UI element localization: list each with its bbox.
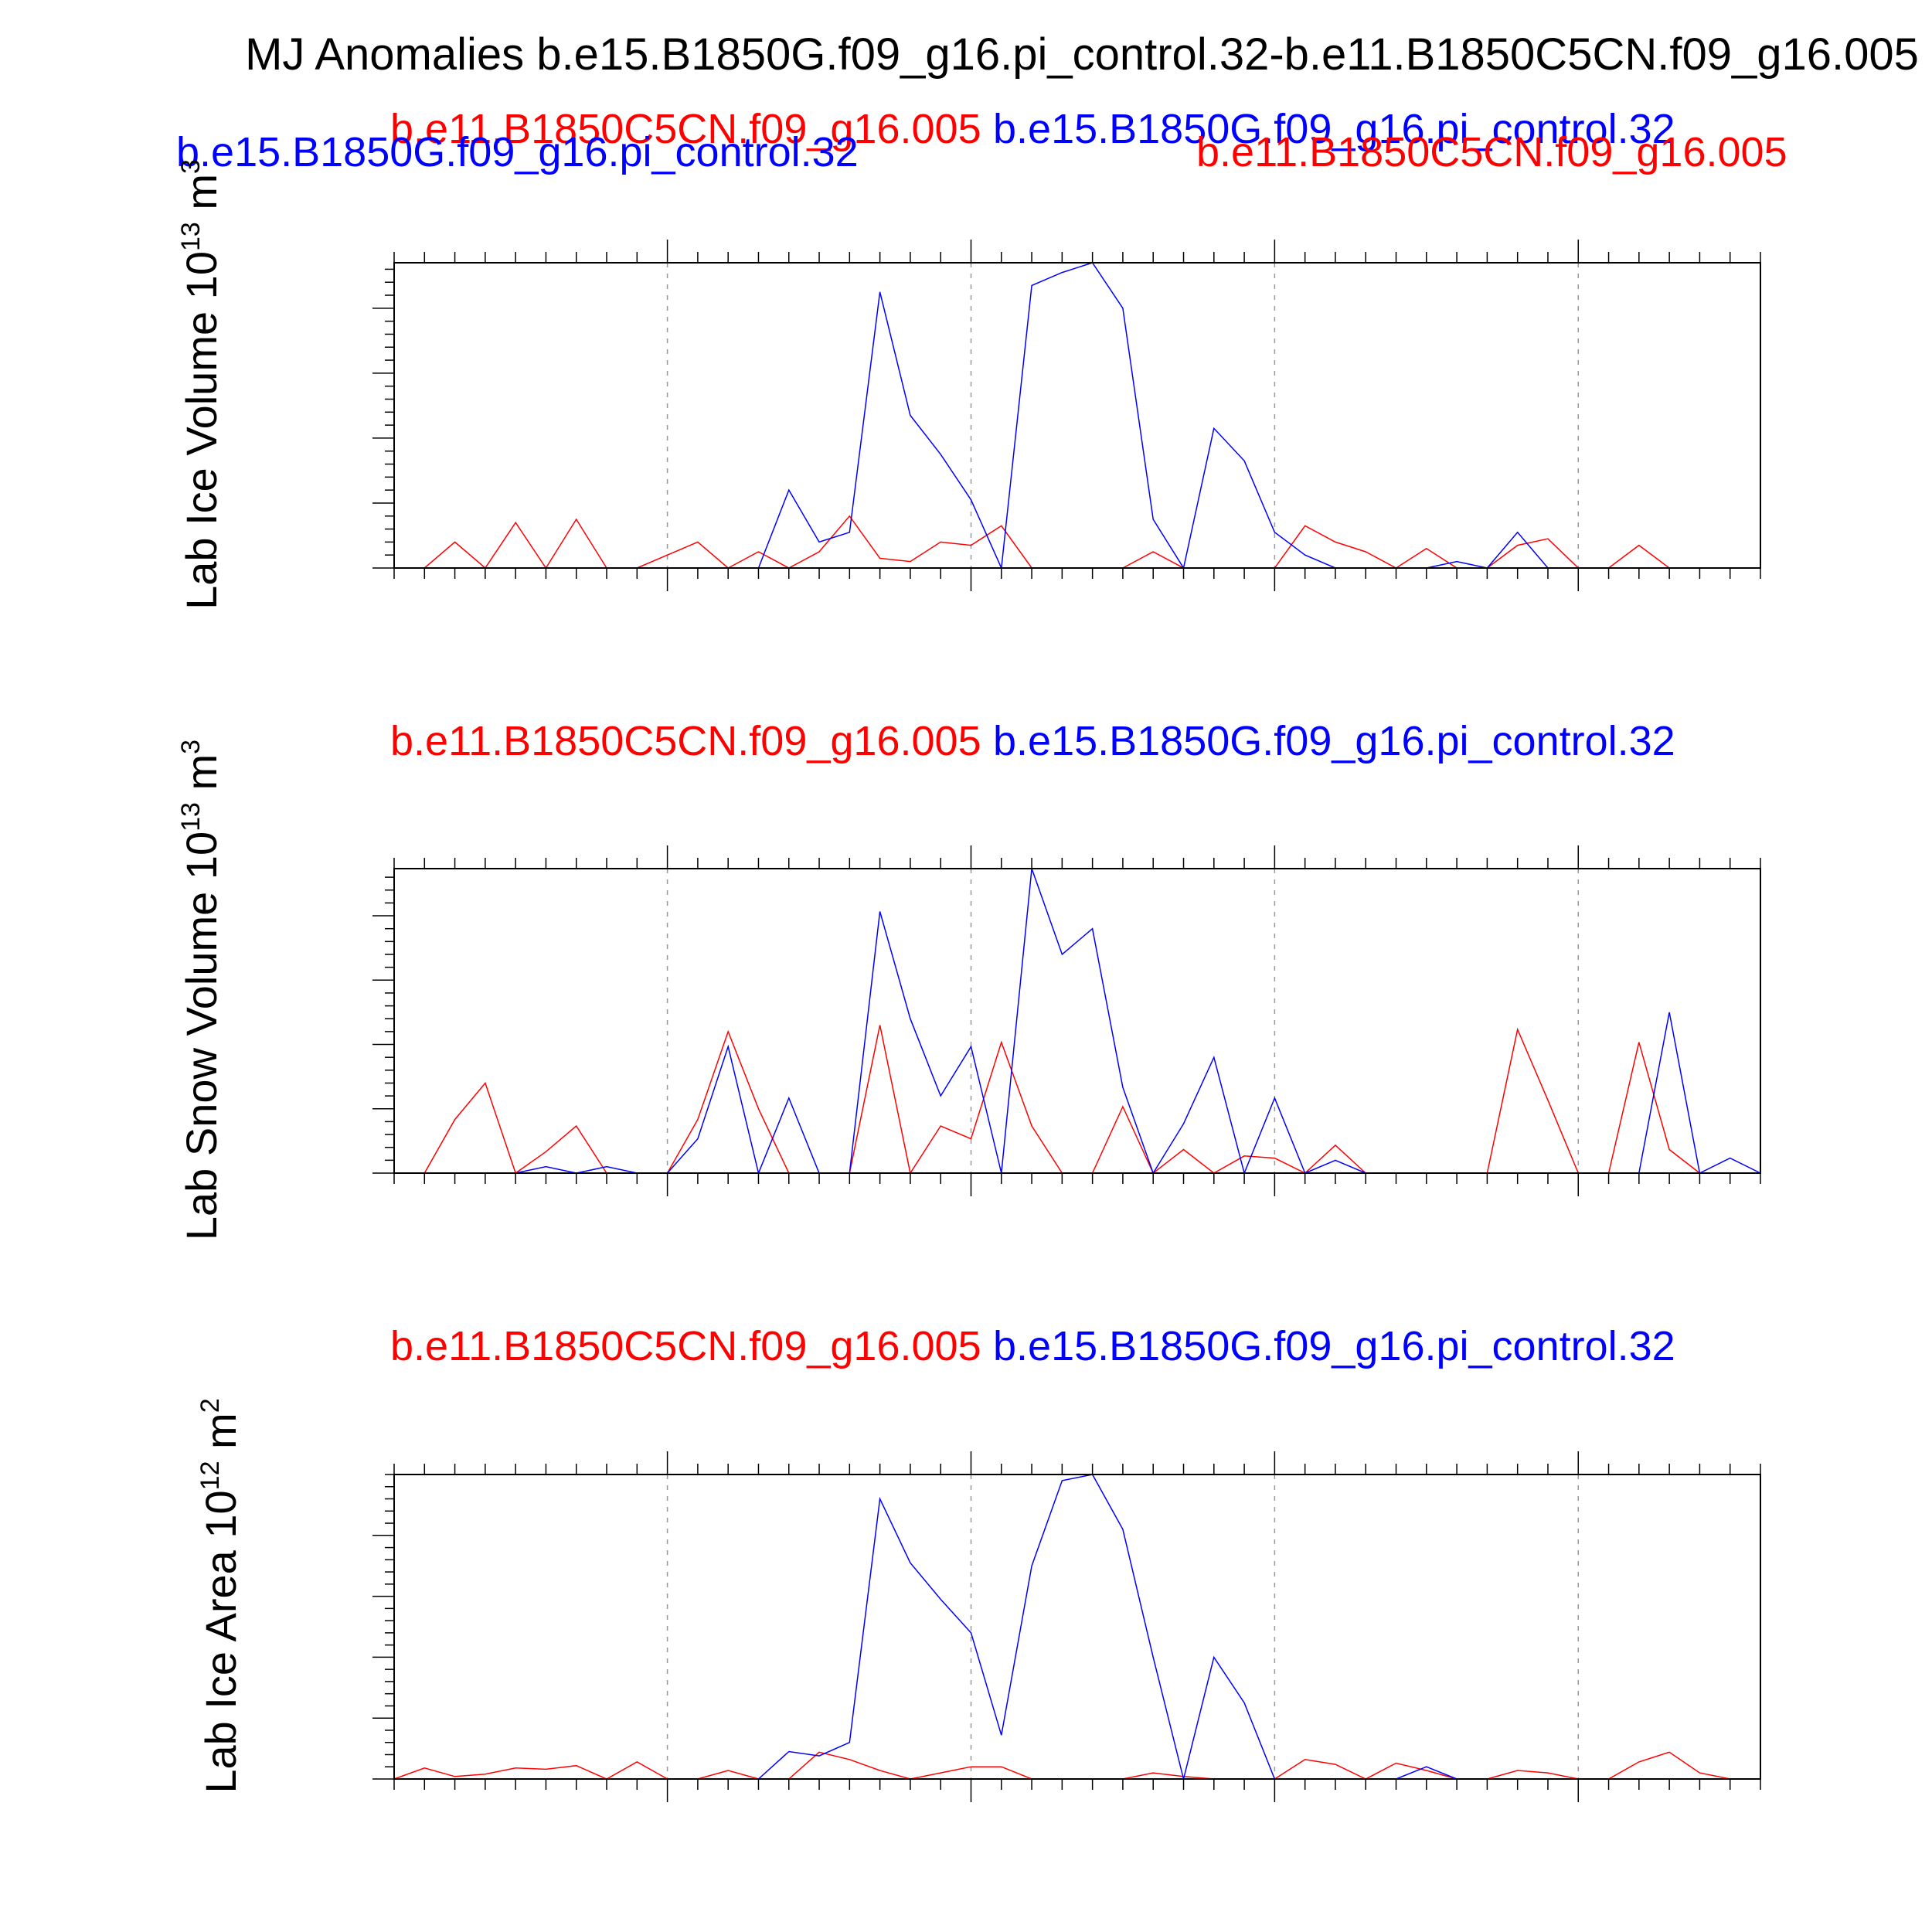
y-axis-label-exponent: 12	[196, 1461, 225, 1491]
y-axis-label-exponent: 13	[176, 802, 206, 832]
y-axis-label: Lab Ice Area 1012 m2	[196, 1398, 245, 1793]
series-line-b-e15	[394, 1474, 1760, 1780]
y-axis-label: Lab Snow Volume 1013 m3	[176, 740, 226, 1240]
y-axis-label-text: Lab Snow Volume 10	[177, 832, 226, 1240]
series-line-b-e11	[393, 1751, 1760, 1780]
top-blue-case-label: b.e15.B1850G.f09_g16.pi_control.32	[993, 718, 1675, 764]
top-red-case-label: b.e11.B1850C5CN.f09_g16.005	[390, 1323, 981, 1369]
y-axis-label-exponent: 13	[176, 222, 206, 251]
y-axis-label-unit-exponent: 3	[176, 159, 206, 174]
snow-volume-panel: b.e11.B1850C5CN.f09_g16.005 b.e15.B1850G…	[176, 718, 1761, 1240]
right-red-case-label: b.e11.B1850C5CN.f09_g16.005	[1196, 129, 1787, 175]
plot-frame	[393, 868, 1761, 1174]
y-axis-label-unit: m	[196, 1413, 245, 1461]
y-axis-label: Lab Ice Volume 1013 m3	[176, 159, 226, 610]
series-line-b-e11	[394, 1025, 1760, 1175]
y-axis-label-unit: m	[177, 754, 226, 802]
y-axis-label-unit-exponent: 2	[196, 1398, 225, 1413]
y-axis-label-text: Lab Ice Volume 10	[177, 251, 226, 610]
series-line-b-e15	[394, 262, 1760, 570]
plot-frame	[393, 262, 1761, 569]
series-line-b-e11	[394, 515, 1760, 570]
figure-title: MJ Anomalies b.e15.B1850G.f09_g16.pi_con…	[245, 29, 1919, 80]
y-axis-label-unit: m	[177, 174, 226, 222]
top-blue-case-label: b.e15.B1850G.f09_g16.pi_control.32	[993, 1323, 1675, 1369]
y-axis-label-unit-exponent: 3	[176, 740, 206, 754]
top-blue-case-label: b.e15.B1850G.f09_g16.pi_control.32	[993, 106, 1675, 152]
series-line-b-e15	[394, 868, 1761, 1175]
y-axis-label-text: Lab Ice Area 10	[196, 1490, 245, 1793]
top-red-case-label: b.e11.B1850C5CN.f09_g16.005	[390, 106, 981, 152]
ice-area-panel: b.e11.B1850C5CN.f09_g16.005 b.e15.B1850G…	[196, 1323, 1761, 1802]
ice-volume-panel: b.e11.B1850C5CN.f09_g16.005 b.e15.B1850G…	[176, 106, 1787, 610]
plot-frame	[393, 1474, 1761, 1780]
top-red-case-label: b.e11.B1850C5CN.f09_g16.005	[390, 718, 981, 764]
left-blue-case-label: b.e15.B1850G.f09_g16.pi_control.32	[176, 129, 859, 175]
